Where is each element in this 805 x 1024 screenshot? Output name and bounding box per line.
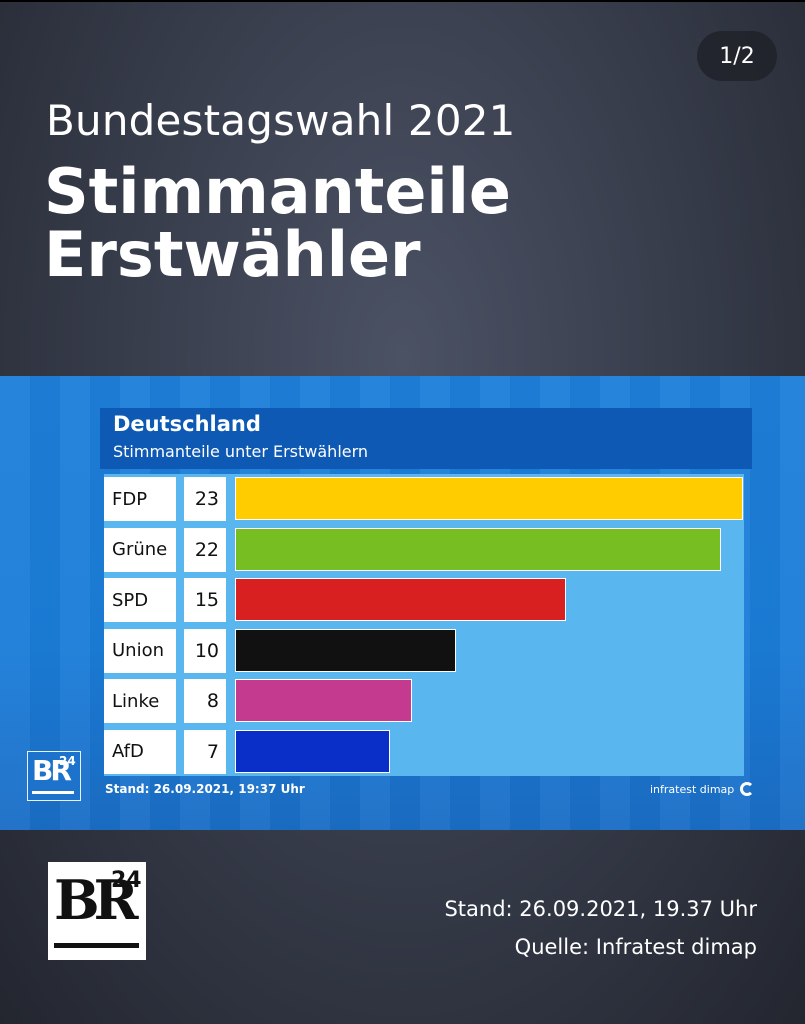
logo-letters: BR bbox=[32, 754, 72, 787]
party-label: Union bbox=[104, 628, 176, 673]
chart-body: FDP 23 Grüne 22 SPD 15 Union 10 Linke 8 AfD 7 bbox=[104, 474, 744, 776]
chart-stand: Stand: 26.09.2021, 19:37 Uhr bbox=[105, 782, 305, 796]
footer-source: Quelle: Infratest dimap bbox=[514, 935, 757, 959]
title-line-2: Erstwähler bbox=[44, 218, 421, 292]
br24-logo-small: BR 24 bbox=[27, 751, 81, 801]
bar-spd bbox=[235, 578, 567, 621]
value-label: 23 bbox=[184, 477, 226, 521]
chart-source: infratest dimap bbox=[650, 782, 755, 796]
value-label: 22 bbox=[184, 527, 226, 572]
infratest-logo-icon bbox=[740, 782, 755, 796]
logo-number-large: 24 bbox=[111, 868, 142, 893]
party-label: AfD bbox=[104, 729, 176, 774]
logo-number: 24 bbox=[59, 754, 76, 768]
footer-stand: Stand: 26.09.2021, 19.37 Uhr bbox=[444, 897, 757, 921]
party-label: Grüne bbox=[104, 527, 176, 572]
logo-underline bbox=[32, 791, 74, 794]
chart-source-label: infratest dimap bbox=[650, 782, 735, 796]
party-label: SPD bbox=[104, 578, 176, 622]
chart-header: Deutschland Stimmanteile unter Erstwähle… bbox=[100, 408, 752, 469]
chart-frame: Deutschland Stimmanteile unter Erstwähle… bbox=[100, 408, 752, 804]
bar-afd bbox=[235, 729, 390, 773]
bar-grne bbox=[235, 527, 721, 571]
bar-fdp bbox=[235, 477, 743, 520]
title-line-1: Stimmanteile bbox=[44, 155, 511, 228]
party-label: Linke bbox=[104, 679, 176, 723]
value-label: 8 bbox=[184, 679, 226, 723]
chart-subtitle: Stimmanteile unter Erstwählern bbox=[113, 442, 369, 461]
bar-linke bbox=[235, 679, 412, 722]
top-edge bbox=[0, 0, 805, 2]
party-label: FDP bbox=[104, 477, 176, 521]
chart-title: Deutschland bbox=[113, 412, 261, 436]
page-title: Stimmanteile Erstwähler bbox=[44, 160, 744, 286]
value-label: 15 bbox=[184, 578, 226, 622]
value-label: 7 bbox=[184, 729, 226, 774]
logo-underline-large bbox=[54, 943, 139, 948]
bar-union bbox=[235, 628, 456, 672]
value-label: 10 bbox=[184, 628, 226, 673]
br24-logo: BR 24 bbox=[48, 862, 146, 960]
chart-panel: Deutschland Stimmanteile unter Erstwähle… bbox=[0, 376, 805, 830]
overline: Bundestagswahl 2021 bbox=[46, 96, 516, 145]
page-indicator[interactable]: 1/2 bbox=[697, 31, 777, 81]
logo-letters-large: BR bbox=[54, 868, 138, 932]
